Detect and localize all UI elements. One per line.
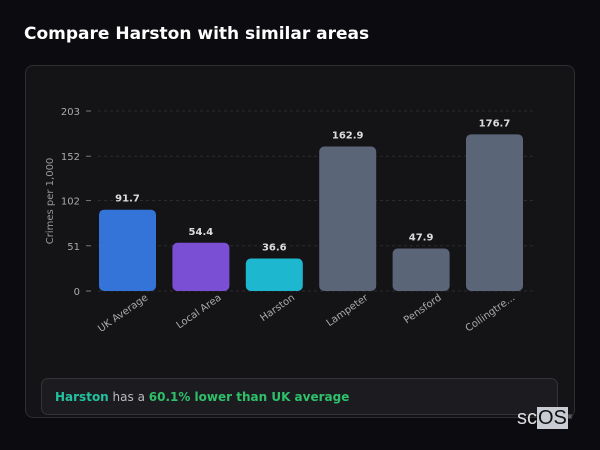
x-tick-label: Lampeter <box>325 292 371 329</box>
bar <box>392 248 450 291</box>
bar-value-label: 54.4 <box>189 227 214 238</box>
x-tick-label: Collingtre... <box>464 292 518 334</box>
bar-value-label: 47.9 <box>409 233 434 244</box>
summary-box: Harston has a 60.1% lower than UK averag… <box>41 378 558 415</box>
y-tick-label: 152 <box>61 152 80 163</box>
y-tick-label: 102 <box>61 197 80 208</box>
x-tick-label: Harston <box>258 292 297 324</box>
bar-value-label: 36.6 <box>262 243 287 254</box>
bar <box>99 209 156 291</box>
bar-value-label: 91.7 <box>115 194 140 205</box>
x-tick-label: Pensford <box>402 292 444 326</box>
summary-text: has a <box>108 390 149 404</box>
x-tick-label: UK Average <box>96 292 150 334</box>
y-tick-label: 0 <box>74 287 80 298</box>
bar <box>172 242 230 291</box>
summary-place: Harston <box>55 390 109 404</box>
bar <box>466 134 523 291</box>
page-title: Compare Harston with similar areas <box>24 24 370 44</box>
x-tick-label: Local Area <box>175 292 224 331</box>
bar-value-label: 176.7 <box>479 118 511 129</box>
scos-logo: scOS® <box>517 407 573 429</box>
summary-comparison: 60.1% lower than UK average <box>148 390 350 404</box>
y-tick-label: 203 <box>61 107 80 118</box>
bar <box>245 258 303 291</box>
y-tick-label: 51 <box>67 242 80 253</box>
bar <box>319 146 377 291</box>
bar-value-label: 162.9 <box>332 131 364 142</box>
y-axis-label: Crimes per 1,000 <box>45 158 56 245</box>
